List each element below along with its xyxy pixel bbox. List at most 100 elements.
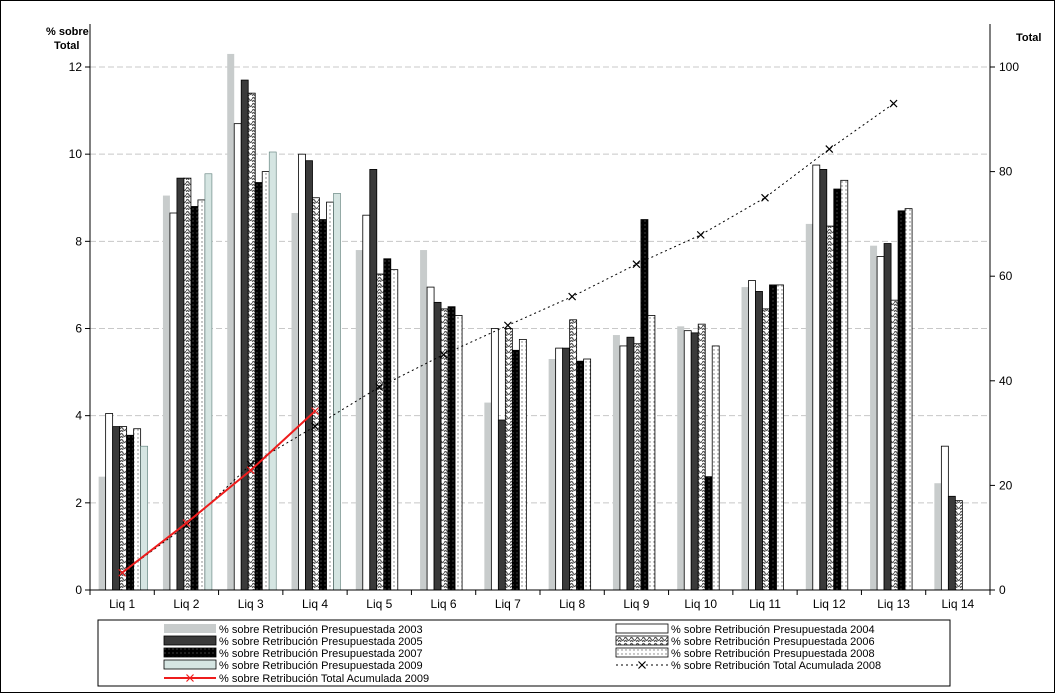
legend-swatch [163,647,217,658]
bar [683,330,692,591]
line-marker [568,292,577,301]
bar [876,256,885,591]
bar [711,345,720,591]
bar [626,336,635,591]
bar [254,182,263,591]
legend-label: % sobre Retribución Presupuestada 2008 [671,648,875,660]
bar [204,173,213,591]
x-tick-label: Liq 7 [495,597,521,611]
x-tick-label: Liq 8 [559,597,585,611]
x-tick-label: Liq 6 [431,597,457,611]
legend-label: % sobre Retribución Total Acumulada 2008 [671,660,881,672]
y-left-tick-label: 2 [75,496,82,510]
legend-label: % sobre Retribución Presupuestada 2003 [219,624,423,636]
bar [240,79,249,591]
bar [805,223,813,590]
bar [190,206,199,591]
bar [518,338,527,591]
bar [940,445,949,591]
bar [183,177,192,591]
bar [433,301,442,591]
bar [333,193,341,591]
legend-swatch [615,635,669,646]
y-left-tick-label: 0 [75,583,82,597]
bar [119,426,128,591]
y-left-tick-label: 6 [75,322,82,336]
y-right-label: Total [1016,32,1041,44]
x-tick-label: Liq 12 [813,597,846,611]
bar [890,299,899,591]
bar [704,476,713,591]
bar [583,358,592,591]
bar [105,413,114,591]
bar [897,210,906,591]
x-tick-label: Liq 3 [238,597,264,611]
y-left-label-line1: % sobre [46,26,89,38]
bars [98,53,963,591]
x-tick-label: Liq 10 [684,597,717,611]
bar [576,360,585,591]
legend-label: % sobre Retribución Total Acumulada 2009 [219,673,429,685]
bar [677,326,685,590]
bar [447,306,456,591]
x-tick-label: Liq 14 [942,597,975,611]
line-marker [118,568,127,577]
legend-label: % sobre Retribución Presupuestada 2007 [219,648,423,660]
bar [755,291,763,591]
bar [305,160,313,591]
legend-swatch [615,647,669,658]
bar [612,335,620,590]
bar [569,319,578,591]
line-marker [632,260,641,269]
bar [140,445,148,591]
bar [369,169,378,591]
y-right-tick-label: 60 [999,269,1013,283]
bar [362,214,371,591]
bar [261,171,270,591]
series-line [121,410,316,574]
y-left-tick-label: 10 [69,147,83,161]
bar [904,208,913,591]
legend-swatch [615,623,669,634]
bar [454,315,463,591]
bar [748,280,756,591]
bar [548,359,556,590]
legend-marker [186,674,194,682]
bar [440,308,449,591]
bar [769,284,777,591]
bar [383,258,392,591]
x-tick-label: Liq 11 [749,597,781,611]
bar [870,245,878,591]
bar [840,179,849,591]
bar [741,287,749,590]
bar [355,250,363,591]
line-marker [761,193,769,202]
legend-box [97,619,951,687]
bar [426,286,435,591]
bar [326,201,334,591]
bar [833,188,842,591]
legend-marker [638,661,646,669]
y-right-tick-label: 40 [999,374,1013,388]
bar [133,428,142,591]
bar [291,213,299,591]
legend-swatch [164,624,216,633]
bar [98,476,106,590]
y-left-tick-label: 4 [75,409,82,423]
bar [947,495,956,591]
bar [227,53,235,591]
bar [298,153,306,591]
line-marker [311,422,319,431]
x-tick-label: Liq 1 [109,597,135,611]
bar [233,123,242,591]
legend-label: % sobre Retribución Presupuestada 2006 [671,636,875,648]
y-right-tick-label: 20 [999,478,1013,492]
bar [776,284,784,591]
legend: % sobre Retribución Presupuestada 2003 % … [97,619,951,687]
bar [268,151,277,591]
bar [197,199,206,591]
bar [247,92,256,591]
bar [562,347,571,591]
